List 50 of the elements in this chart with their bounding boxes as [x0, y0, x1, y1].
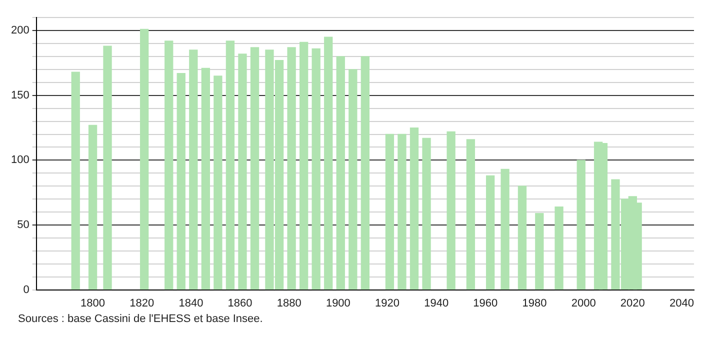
x-tick-label: 1880: [276, 297, 302, 310]
bar: [238, 54, 247, 290]
bar: [214, 76, 222, 290]
bar: [336, 56, 345, 290]
x-tick-label: 1820: [130, 297, 154, 310]
bar: [446, 131, 456, 290]
x-tick-label: 2020: [620, 297, 645, 310]
x-tick-label: 1840: [178, 297, 204, 310]
bar: [312, 48, 320, 290]
x-tick-label: 2040: [669, 297, 694, 310]
y-tick-label: 0: [23, 284, 30, 296]
bar: [360, 56, 370, 290]
bar: [518, 186, 527, 290]
x-tick-label: 1940: [424, 297, 449, 310]
bar: [71, 72, 80, 290]
bar: [201, 68, 210, 290]
source-note: Sources : base Cassini de l'EHESS et base Insee.: [18, 313, 264, 325]
bar: [88, 124, 98, 290]
y-tick-label: 200: [10, 24, 30, 37]
bar: [300, 42, 308, 290]
bar: [176, 73, 186, 290]
bar: [410, 127, 419, 290]
bar: [554, 206, 564, 290]
bar: [466, 139, 476, 290]
bar: [103, 46, 112, 290]
y-tick-label: 50: [17, 219, 30, 232]
bar: [324, 36, 333, 290]
bar: [189, 50, 198, 290]
bar: [140, 28, 149, 290]
y-tick-label: 100: [10, 154, 30, 166]
bar: [500, 168, 510, 290]
x-tick-label: 2000: [571, 297, 596, 310]
bar: [287, 47, 296, 290]
bar: [422, 138, 431, 290]
y-tick-label: 150: [10, 89, 30, 102]
bar: [385, 134, 394, 290]
x-tick-label: 1900: [326, 297, 350, 310]
bar: [250, 47, 260, 290]
x-tick-label: 1920: [375, 297, 400, 310]
bar: [164, 40, 174, 290]
bar: [535, 212, 544, 290]
x-tick-label: 1980: [522, 297, 547, 310]
bar: [398, 134, 406, 290]
bar: [576, 160, 586, 290]
x-tick-label: 1800: [80, 297, 106, 310]
bar: [486, 175, 495, 290]
x-tick-label: 1960: [473, 297, 498, 310]
x-tick-label: 1860: [228, 297, 252, 310]
bar: [348, 69, 358, 290]
bar: [226, 40, 235, 290]
